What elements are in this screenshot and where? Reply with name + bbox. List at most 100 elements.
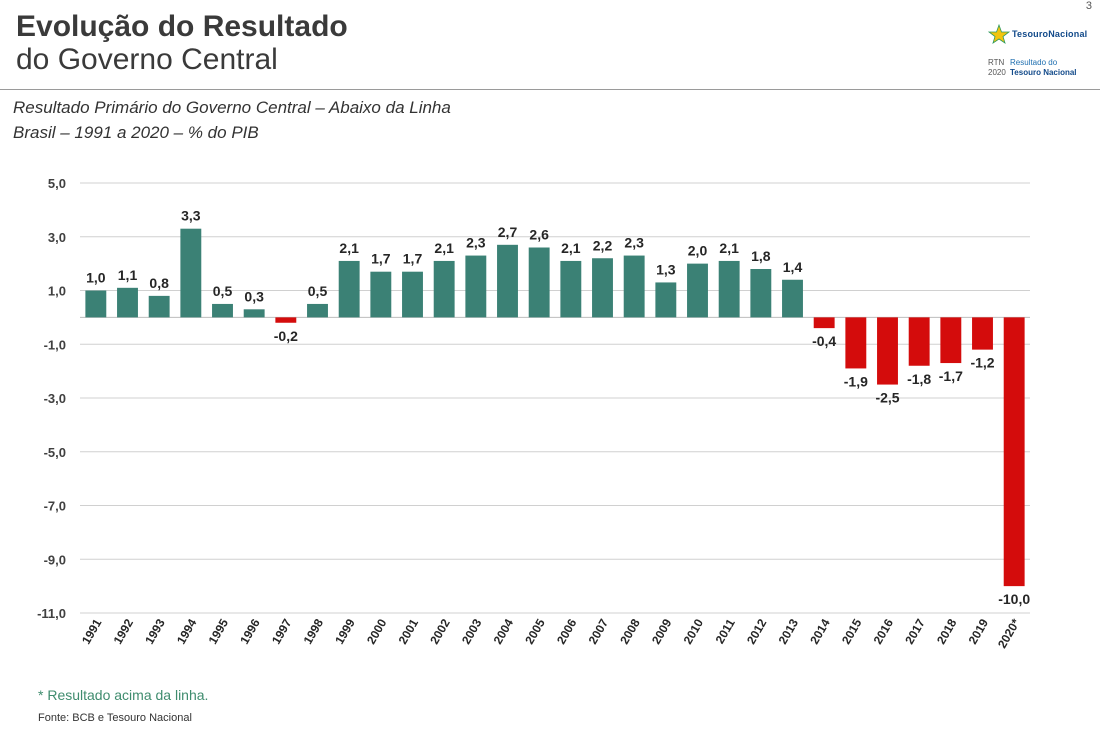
page-title-line1: Evolução do Resultado	[16, 10, 348, 43]
bar-2002	[433, 260, 455, 318]
logo-year: 2020	[988, 68, 1006, 77]
y-tick-label: -3,0	[44, 391, 66, 406]
bar-2020	[1003, 317, 1025, 587]
x-tick-label: 2019	[966, 616, 992, 646]
x-tick-label: 1994	[174, 616, 200, 646]
y-tick-label: 5,0	[48, 176, 66, 191]
y-tick-label: 1,0	[48, 284, 66, 299]
page-title-line2: do Governo Central	[16, 43, 278, 76]
star-logo-icon	[988, 24, 1010, 44]
y-tick-label: -9,0	[44, 552, 66, 567]
bar-1996	[243, 309, 265, 318]
bar-1993	[148, 295, 170, 318]
x-tick-label: 2005	[522, 616, 548, 646]
x-tick-label: 2010	[681, 616, 707, 646]
bar-2014	[813, 317, 835, 329]
bar-1994	[180, 228, 202, 318]
x-tick-label: 2012	[744, 616, 770, 646]
y-tick-label: -5,0	[44, 445, 66, 460]
data-label: 2,1	[434, 240, 454, 256]
page-title: Evolução do Resultado do Governo Central	[16, 10, 348, 76]
data-label: 2,1	[561, 240, 581, 256]
bar-1997	[275, 317, 297, 323]
x-tick-label: 1992	[111, 616, 137, 646]
x-tick-label: 2020*	[995, 616, 1023, 650]
bar-2010	[687, 263, 708, 318]
bar-2004	[497, 244, 518, 318]
logo-sub: RTN 2020 Resultado do Tesouro Nacional	[988, 58, 1096, 78]
source-note: Fonte: BCB e Tesouro Nacional	[38, 712, 192, 724]
bar-1992	[117, 287, 138, 318]
data-label: 2,3	[624, 235, 644, 251]
data-label: 2,7	[498, 224, 518, 240]
x-tick-label: 2013	[776, 616, 802, 646]
bar-2011	[718, 260, 740, 318]
bar-2001	[402, 271, 423, 318]
bar-2017	[908, 317, 930, 366]
data-label: 1,1	[118, 267, 138, 283]
x-tick-label: 2018	[934, 616, 960, 646]
data-label: 0,5	[213, 283, 233, 299]
data-label: 2,3	[466, 235, 486, 251]
bar-2006	[560, 260, 582, 318]
x-tick-label: 1998	[301, 616, 327, 646]
bar-2000	[370, 271, 392, 318]
data-label: 0,5	[308, 283, 328, 299]
x-tick-label: 2014	[807, 616, 833, 646]
x-tick-label: 2004	[491, 616, 517, 646]
x-tick-label: 1995	[206, 616, 232, 646]
x-tick-label: 2002	[427, 616, 453, 646]
tesouro-nacional-logo: TesouroNacional RTN 2020 Resultado do Te…	[988, 24, 1096, 78]
footnote: * Resultado acima da linha.	[38, 687, 209, 703]
bar-1998	[307, 303, 328, 318]
data-label: -1,7	[939, 368, 963, 384]
x-tick-label: 1996	[237, 616, 263, 646]
bar-2005	[528, 247, 550, 318]
data-label: 1,3	[656, 261, 676, 277]
page-number: 3	[1085, 0, 1092, 12]
data-label: 1,8	[751, 248, 771, 264]
bar-2007	[592, 258, 613, 318]
x-tick-label: 2009	[649, 616, 675, 646]
logo-line2: Tesouro Nacional	[1010, 68, 1077, 77]
bar-2003	[465, 255, 487, 318]
x-tick-label: 2015	[839, 616, 865, 646]
data-label: 0,3	[244, 288, 264, 304]
data-label: 2,1	[339, 240, 359, 256]
x-tick-label: 2008	[617, 616, 643, 646]
x-tick-label: 2011	[713, 616, 738, 646]
bar-2008	[623, 255, 645, 318]
logo-code: RTN	[988, 58, 1005, 67]
data-label: 1,0	[86, 270, 106, 286]
logo-brand-text: TesouroNacional	[1012, 29, 1088, 39]
logo-line1: Resultado do	[1010, 58, 1058, 67]
data-label: -0,4	[812, 333, 836, 349]
bar-1995	[212, 303, 233, 318]
chart-subtitle: Resultado Primário do Governo Central – …	[13, 95, 451, 145]
x-tick-label: 2003	[459, 616, 485, 646]
data-label: 2,6	[529, 227, 549, 243]
bar-2016	[877, 317, 898, 385]
data-label: -1,9	[844, 373, 868, 389]
data-label: -1,8	[907, 371, 931, 387]
data-label: -1,2	[970, 355, 994, 371]
bar-2012	[750, 269, 772, 318]
data-label: -0,2	[274, 328, 298, 344]
x-tick-label: 2006	[554, 616, 580, 646]
data-label: 2,1	[719, 240, 739, 256]
bar-2018	[940, 317, 962, 364]
data-label: 0,8	[149, 275, 169, 291]
data-label: 1,4	[783, 259, 803, 275]
x-tick-label: 1997	[269, 616, 295, 646]
data-label: 1,7	[403, 251, 423, 267]
x-tick-label: 1993	[142, 616, 168, 646]
data-label: -2,5	[875, 390, 899, 406]
x-tick-label: 2000	[364, 616, 390, 646]
data-label: 2,2	[593, 237, 613, 253]
x-tick-label: 2016	[871, 616, 897, 646]
x-tick-label: 1991	[79, 616, 105, 646]
x-tick-label: 2001	[396, 616, 422, 646]
bar-2015	[845, 317, 867, 369]
header-divider	[0, 89, 1100, 90]
x-tick-label: 2007	[586, 616, 612, 646]
